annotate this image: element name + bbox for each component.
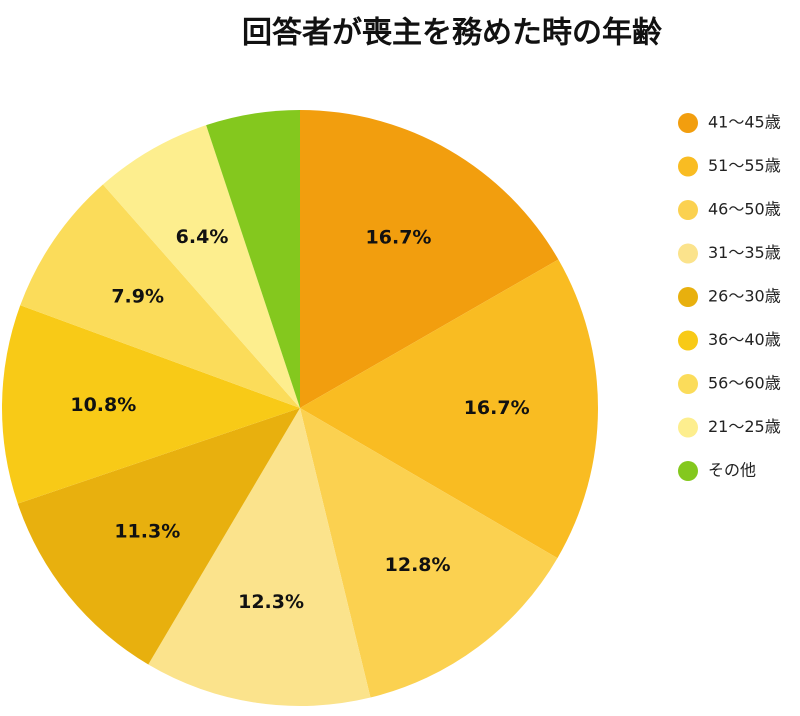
pie-slice <box>1 305 300 504</box>
legend-swatch <box>678 461 698 481</box>
legend-swatch <box>678 330 698 351</box>
pie-slice <box>300 110 559 408</box>
legend-text: 36〜40歳 <box>708 330 781 349</box>
pie-slice <box>17 408 300 665</box>
legend-swatch <box>678 200 698 220</box>
pie-slice <box>102 125 300 409</box>
pie-slice <box>206 110 300 408</box>
legend-text: 46〜50歳 <box>708 200 781 219</box>
pie-slice <box>300 259 598 559</box>
legend-text: 51〜55歳 <box>708 156 781 175</box>
legend-swatch <box>678 156 698 177</box>
legend-text: 41〜45歳 <box>708 113 781 132</box>
legend-swatch <box>678 113 698 133</box>
pie-slice <box>300 408 558 698</box>
slice-label: 12.8% <box>385 554 451 576</box>
slice-label: 16.7% <box>366 226 432 248</box>
slice-label: 6.4% <box>176 226 229 248</box>
slice-label: 11.3% <box>114 520 180 542</box>
legend-swatch <box>678 374 698 394</box>
legend-swatch <box>678 417 698 438</box>
slice-label: 7.9% <box>111 285 164 307</box>
legend-text: その他 <box>708 461 756 480</box>
chart-title: 回答者が喪主を務めた時の年齢 <box>242 16 662 51</box>
slice-label: 12.3% <box>238 591 304 613</box>
slice-label: 16.7% <box>464 397 530 419</box>
pie-slice <box>148 408 371 706</box>
legend-swatch <box>678 287 698 307</box>
pie-slice <box>20 184 300 408</box>
legend-text: 21〜25歳 <box>708 417 781 436</box>
slice-label: 10.8% <box>70 394 136 416</box>
legend-swatch <box>678 243 698 264</box>
legend-text: 56〜60歳 <box>708 374 781 393</box>
legend-text: 26〜30歳 <box>708 287 781 306</box>
legend-text: 31〜35歳 <box>708 243 781 262</box>
